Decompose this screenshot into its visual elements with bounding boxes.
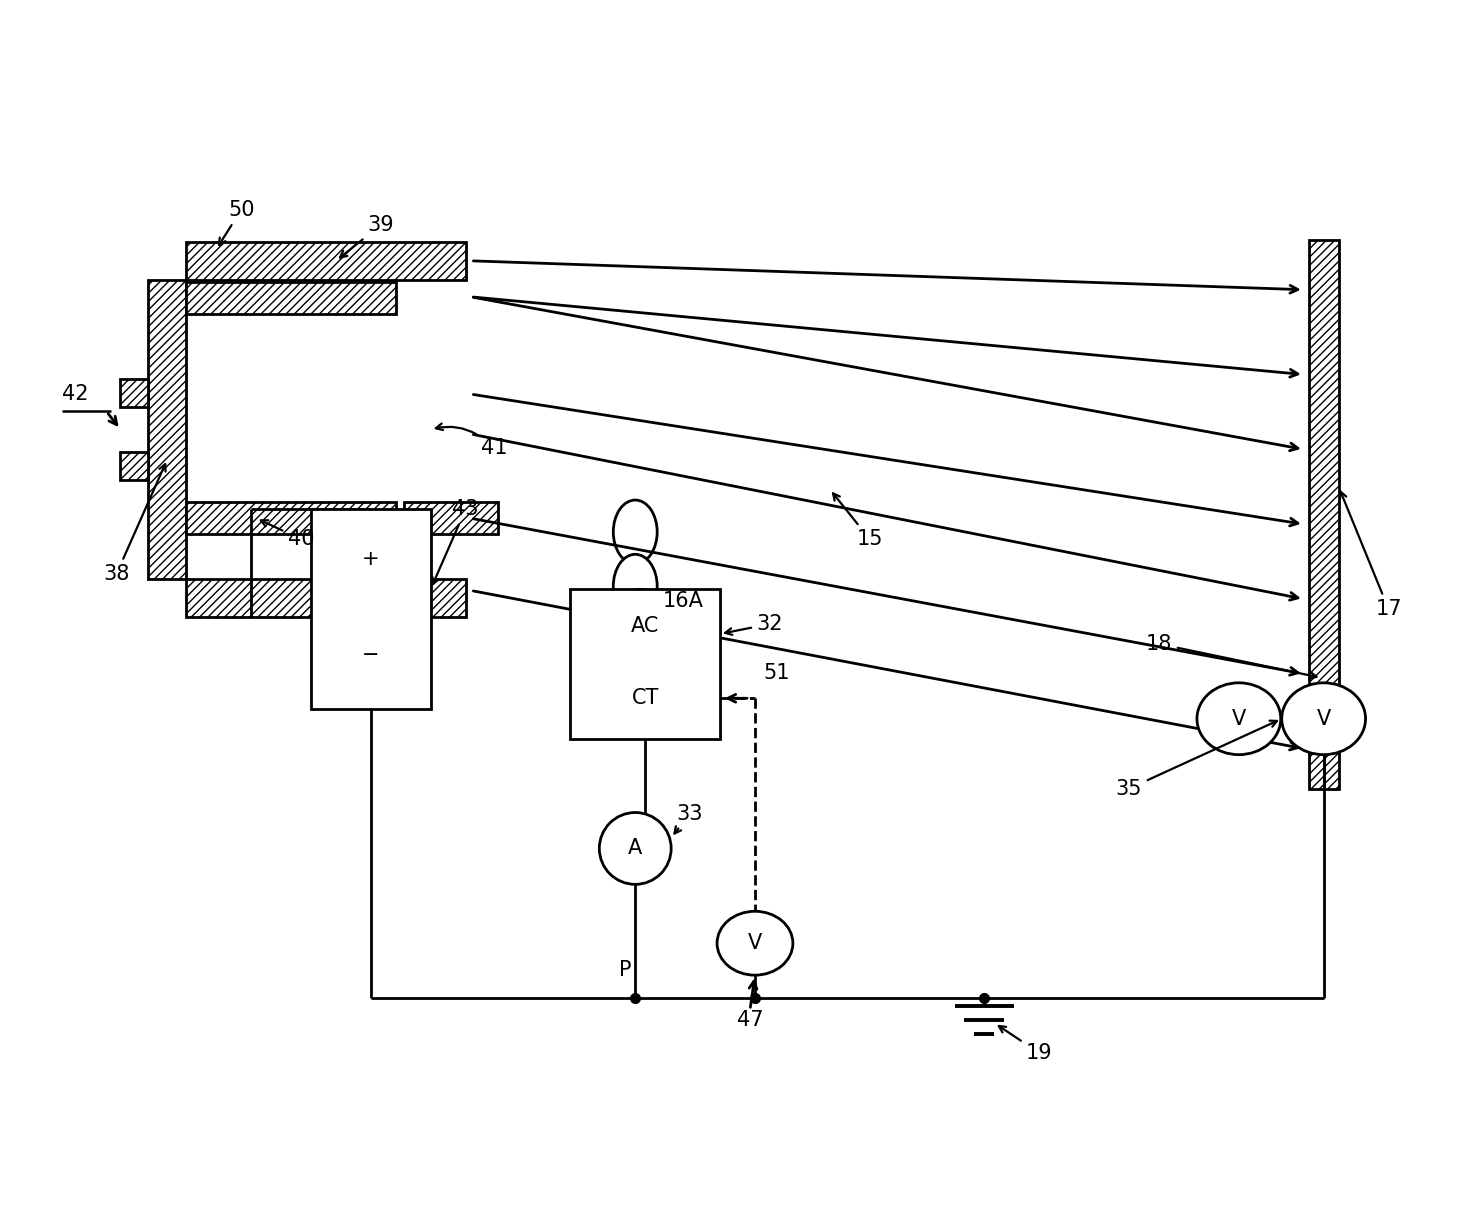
Ellipse shape xyxy=(1197,683,1281,754)
Ellipse shape xyxy=(1281,683,1365,754)
Text: 40: 40 xyxy=(261,520,314,549)
Ellipse shape xyxy=(614,501,657,563)
Bar xyxy=(186,502,396,534)
Text: 41: 41 xyxy=(435,423,508,458)
Text: CT: CT xyxy=(632,688,658,708)
Bar xyxy=(311,509,431,708)
Bar xyxy=(121,378,149,407)
Bar xyxy=(121,452,149,480)
Bar xyxy=(404,502,497,534)
Bar xyxy=(570,589,720,739)
Text: A: A xyxy=(629,838,642,858)
Text: +: + xyxy=(362,549,379,569)
Text: V: V xyxy=(1231,708,1246,729)
Text: P: P xyxy=(618,960,632,980)
Text: 43: 43 xyxy=(432,499,478,584)
Text: V: V xyxy=(1317,708,1331,729)
Text: 35: 35 xyxy=(1116,721,1277,799)
Text: −: − xyxy=(362,644,379,665)
Bar xyxy=(186,242,465,279)
Ellipse shape xyxy=(717,912,793,976)
Text: 51: 51 xyxy=(763,664,790,683)
Text: 17: 17 xyxy=(1340,492,1402,619)
Text: 32: 32 xyxy=(725,614,784,635)
Bar xyxy=(186,579,465,617)
Ellipse shape xyxy=(614,554,657,618)
Text: V: V xyxy=(748,933,762,953)
Text: 50: 50 xyxy=(218,199,254,245)
Ellipse shape xyxy=(599,812,672,884)
Text: 19: 19 xyxy=(999,1026,1052,1063)
Text: AC: AC xyxy=(632,617,660,636)
Text: 39: 39 xyxy=(339,215,394,258)
Bar xyxy=(149,279,186,579)
Text: 18: 18 xyxy=(1145,634,1317,678)
Text: 15: 15 xyxy=(832,493,883,549)
Text: 42: 42 xyxy=(62,384,89,405)
Text: 16A: 16A xyxy=(663,591,704,611)
Bar xyxy=(186,282,396,314)
Text: 33: 33 xyxy=(675,804,704,833)
Text: 47: 47 xyxy=(737,1010,763,1030)
Bar xyxy=(1309,239,1339,788)
Text: 38: 38 xyxy=(103,464,165,584)
